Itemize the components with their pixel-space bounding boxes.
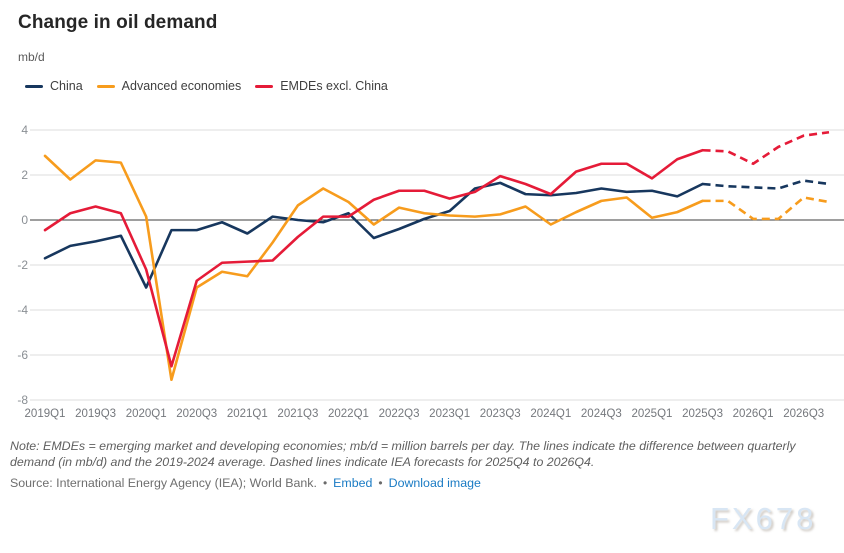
- series-forecast-line-china: [702, 179, 830, 190]
- x-tick-label: 2021Q1: [227, 408, 268, 420]
- unit-label: mb/d: [18, 50, 45, 64]
- x-tick-label: 2020Q3: [176, 408, 217, 420]
- series-line-advanced-economies: [43, 154, 704, 382]
- x-tick-label: 2024Q1: [530, 408, 571, 420]
- legend-item-emdes-excl-china[interactable]: EMDEs excl. China: [255, 79, 388, 93]
- x-tick-label: 2021Q3: [277, 408, 318, 420]
- x-tick-label: 2019Q3: [75, 408, 116, 420]
- x-tick-label: 2025Q1: [631, 408, 672, 420]
- y-tick-label: -2: [17, 258, 28, 272]
- chart-legend: China Advanced economies EMDEs excl. Chi…: [25, 79, 388, 93]
- watermark: FX678: [710, 501, 817, 536]
- emdes-line-swatch-icon: [255, 84, 274, 88]
- legend-label: China: [50, 79, 83, 93]
- x-tick-label: 2026Q3: [783, 408, 824, 420]
- x-tick-label: 2026Q1: [733, 408, 774, 420]
- legend-label: Advanced economies: [121, 79, 242, 93]
- series-forecast-line-advanced-economies: [702, 196, 830, 221]
- bullet-separator: •: [322, 476, 328, 490]
- x-tick-label: 2023Q1: [429, 408, 470, 420]
- page-title: Change in oil demand: [18, 12, 218, 33]
- legend-item-china[interactable]: China: [25, 79, 83, 93]
- embed-link[interactable]: Embed: [333, 476, 373, 490]
- bullet-separator: •: [378, 476, 383, 490]
- series-line-emdes-excl-china: [43, 148, 704, 368]
- china-line-swatch-icon: [25, 84, 43, 88]
- y-tick-label: 2: [21, 168, 28, 182]
- download-image-link[interactable]: Download image: [388, 476, 481, 490]
- y-tick-label: -8: [17, 393, 28, 407]
- series-forecast-line-emdes-excl-china: [702, 130, 830, 166]
- x-tick-label: 2019Q1: [25, 408, 66, 420]
- legend-item-advanced-economies[interactable]: Advanced economies: [96, 79, 242, 93]
- y-tick-label: -6: [17, 348, 28, 362]
- advanced-economies-line-swatch-icon: [96, 84, 115, 88]
- chart-note: Note: EMDEs = emerging market and develo…: [10, 439, 796, 469]
- source-text: Source: International Energy Agency (IEA…: [10, 476, 317, 490]
- x-tick-label: 2025Q3: [682, 408, 723, 420]
- y-tick-label: 4: [21, 123, 28, 137]
- x-tick-label: 2022Q3: [379, 408, 420, 420]
- x-tick-label: 2024Q3: [581, 408, 622, 420]
- x-tick-label: 2022Q1: [328, 408, 369, 420]
- chart-source-row: Source: International Energy Agency (IEA…: [10, 476, 838, 490]
- x-tick-label: 2023Q3: [480, 408, 521, 420]
- y-tick-label: -4: [17, 303, 28, 317]
- legend-label: EMDEs excl. China: [280, 79, 388, 93]
- y-tick-label: 0: [21, 213, 28, 227]
- x-tick-label: 2020Q1: [126, 408, 167, 420]
